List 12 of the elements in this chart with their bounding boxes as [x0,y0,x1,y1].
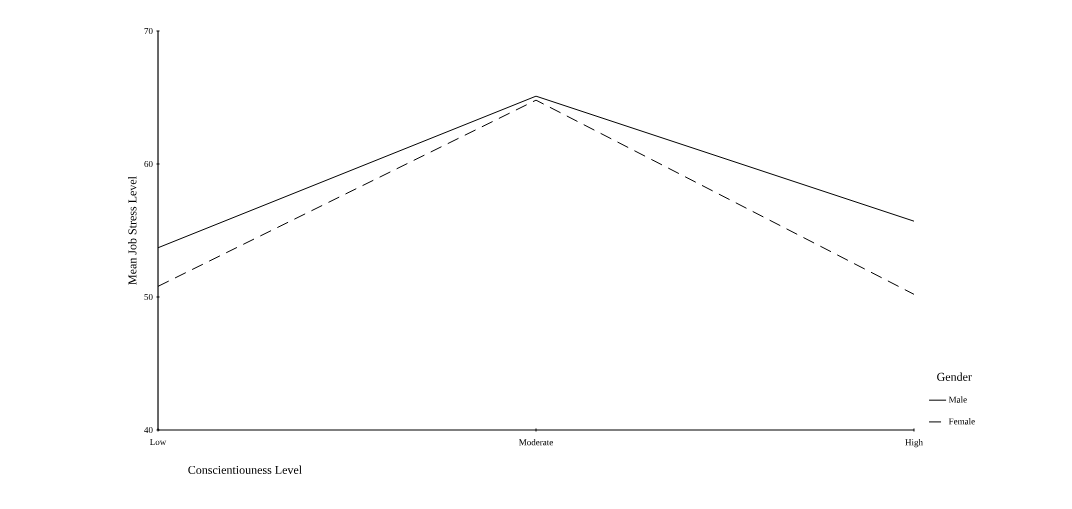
legend-label: Male [948,396,967,403]
y-tick-label: 70 [144,27,153,35]
legend-label: Female [948,418,975,425]
legend-title: Gender [937,372,972,381]
x-axis-title: Conscientiouness Level [188,465,302,474]
y-tick-label: 40 [144,426,153,434]
x-tick-label: Moderate [519,439,553,446]
y-tick-label: 60 [144,160,153,168]
x-tick-label: Low [150,439,167,446]
y-axis-title: Mean Job Stress Level [128,176,137,285]
y-tick-label: 50 [144,293,153,301]
x-tick-label: High [905,439,923,448]
